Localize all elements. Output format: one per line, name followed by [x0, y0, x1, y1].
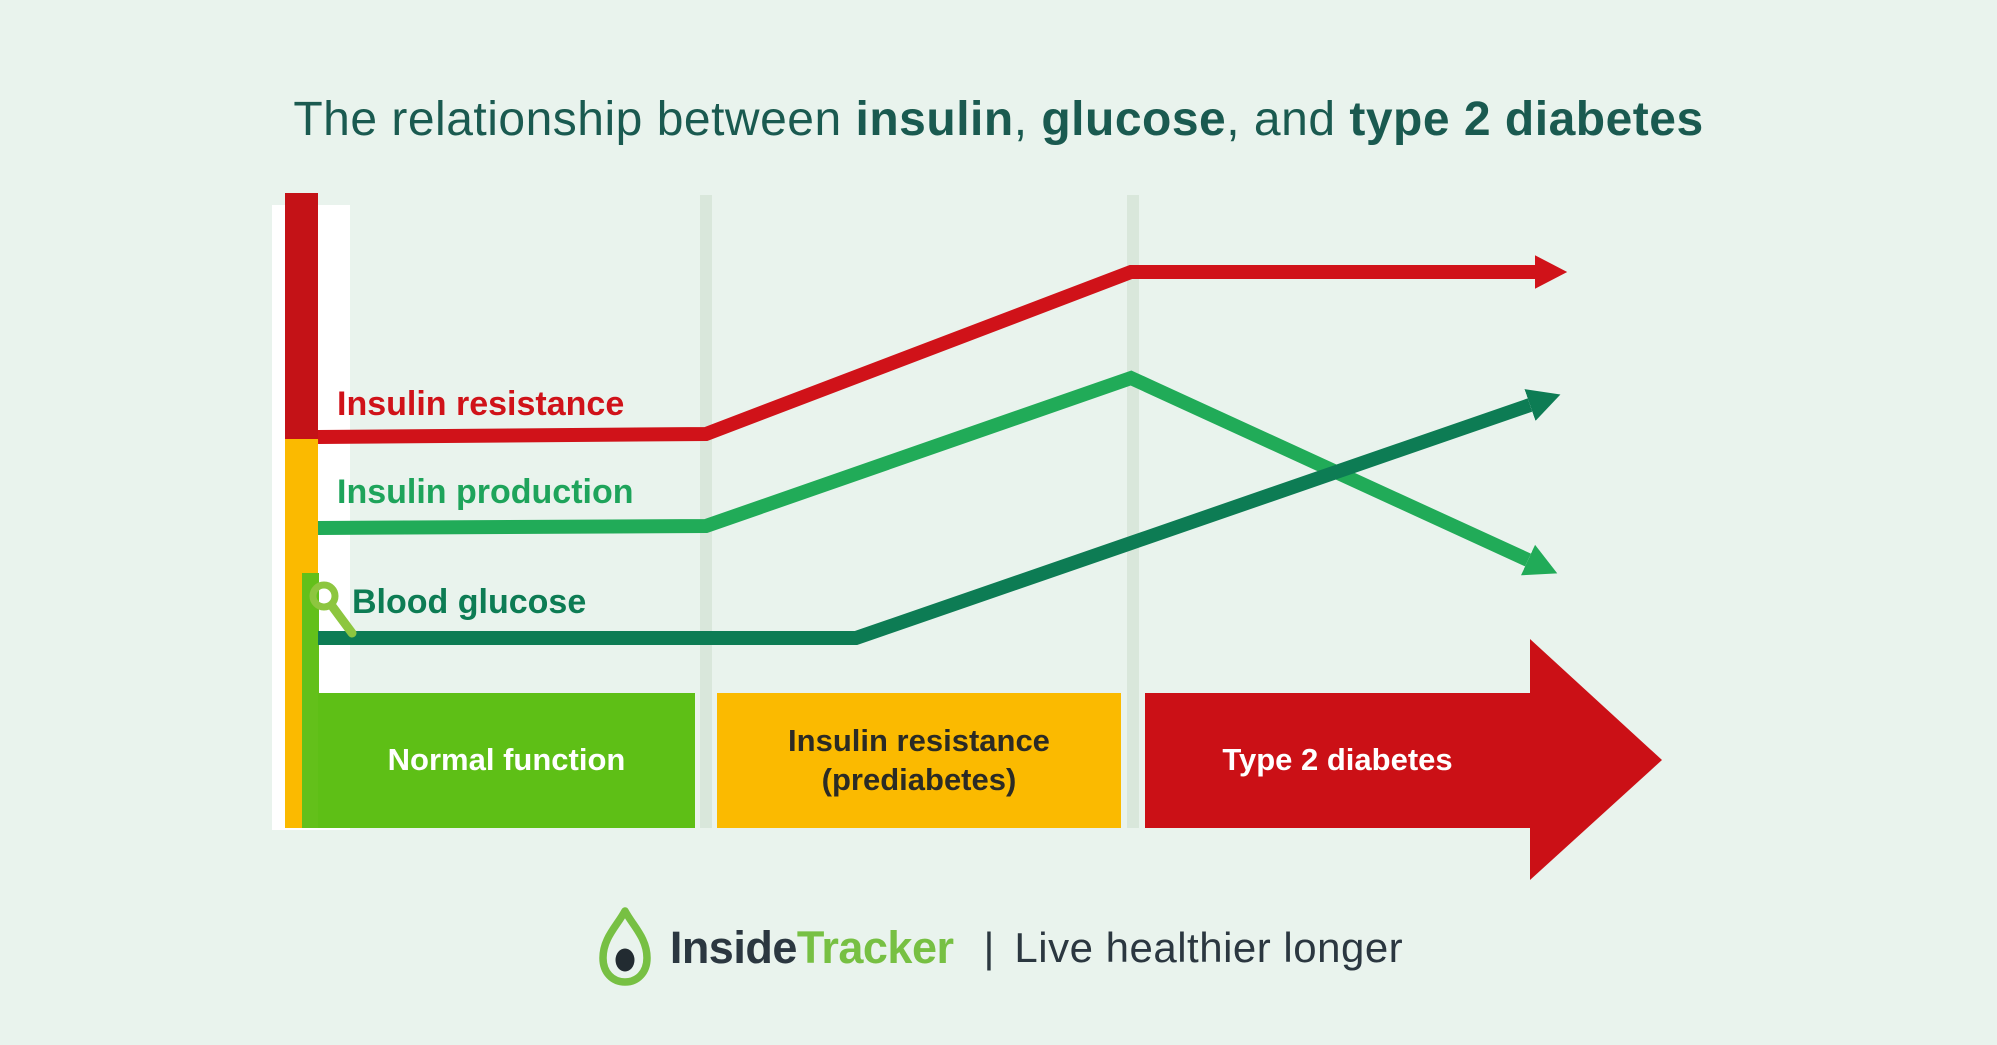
brand-wordmark: InsideTracker [670, 922, 954, 974]
title-text: The relationship between [293, 93, 856, 146]
insulin-production-label: Insulin production [337, 473, 634, 511]
stage-divider-1 [700, 195, 712, 828]
stage-divider-2 [1127, 195, 1139, 828]
footer: InsideTracker | Live healthier longer [0, 898, 1997, 998]
title-bold-type2: type 2 diabetes [1349, 93, 1704, 146]
title-sep-1: , [1013, 93, 1042, 146]
insidetracker-logo-icon [599, 907, 651, 986]
footer-separator: | [983, 924, 995, 971]
stage-box-normal-function: Normal function [318, 693, 695, 828]
stage-label-normal-function: Normal function [387, 742, 626, 778]
title-bold-glucose: glucose [1041, 93, 1227, 146]
brand-tracker: Tracker [796, 922, 954, 973]
blood-glucose-label: Blood glucose [352, 583, 587, 621]
stage-box-prediabetes: Insulin resistance (prediabetes) [717, 693, 1121, 828]
title-bold-insulin: insulin [855, 93, 1014, 146]
stage-label-type2-diabetes: Type 2 diabetes [1222, 742, 1453, 778]
stage-label-prediabetes-line1: Insulin resistance [788, 722, 1050, 758]
insulin-resistance-label: Insulin resistance [337, 385, 625, 423]
stage-label-prediabetes-line2: (prediabetes) [821, 761, 1017, 797]
page-title: The relationship between insulin, glucos… [0, 92, 1997, 147]
title-sep-2: , and [1226, 93, 1350, 146]
stage-box-type2-diabetes: Type 2 diabetes [1145, 693, 1530, 828]
type2-arrow-head [1530, 639, 1662, 880]
axis-bar-segment-red [285, 193, 318, 439]
axis-bar-segment-lime [302, 573, 319, 828]
brand-inside: Inside [669, 922, 798, 973]
footer-tagline: Live healthier longer [1014, 924, 1404, 971]
